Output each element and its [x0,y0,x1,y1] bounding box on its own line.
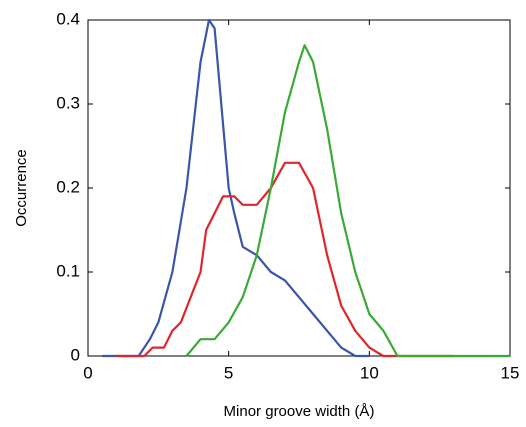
series-line [102,18,370,358]
y-tick-label: 0.3 [56,93,80,112]
y-tick-label: 0.2 [56,177,80,196]
y-tick-label: 0.1 [56,261,80,280]
series-line [185,44,510,358]
x-tick-label: 5 [224,363,233,382]
series-line [116,161,454,358]
x-axis-label: Minor groove width (Å) [224,403,375,420]
x-tick-label: 0 [83,363,92,382]
plot-frame [87,19,511,357]
x-tick-label: 15 [501,363,520,382]
y-axis-label: Occurrence [13,149,30,227]
x-tick-label: 10 [360,363,379,382]
y-tick-label: 0.4 [56,9,80,28]
y-tick-label: 0 [71,345,80,364]
